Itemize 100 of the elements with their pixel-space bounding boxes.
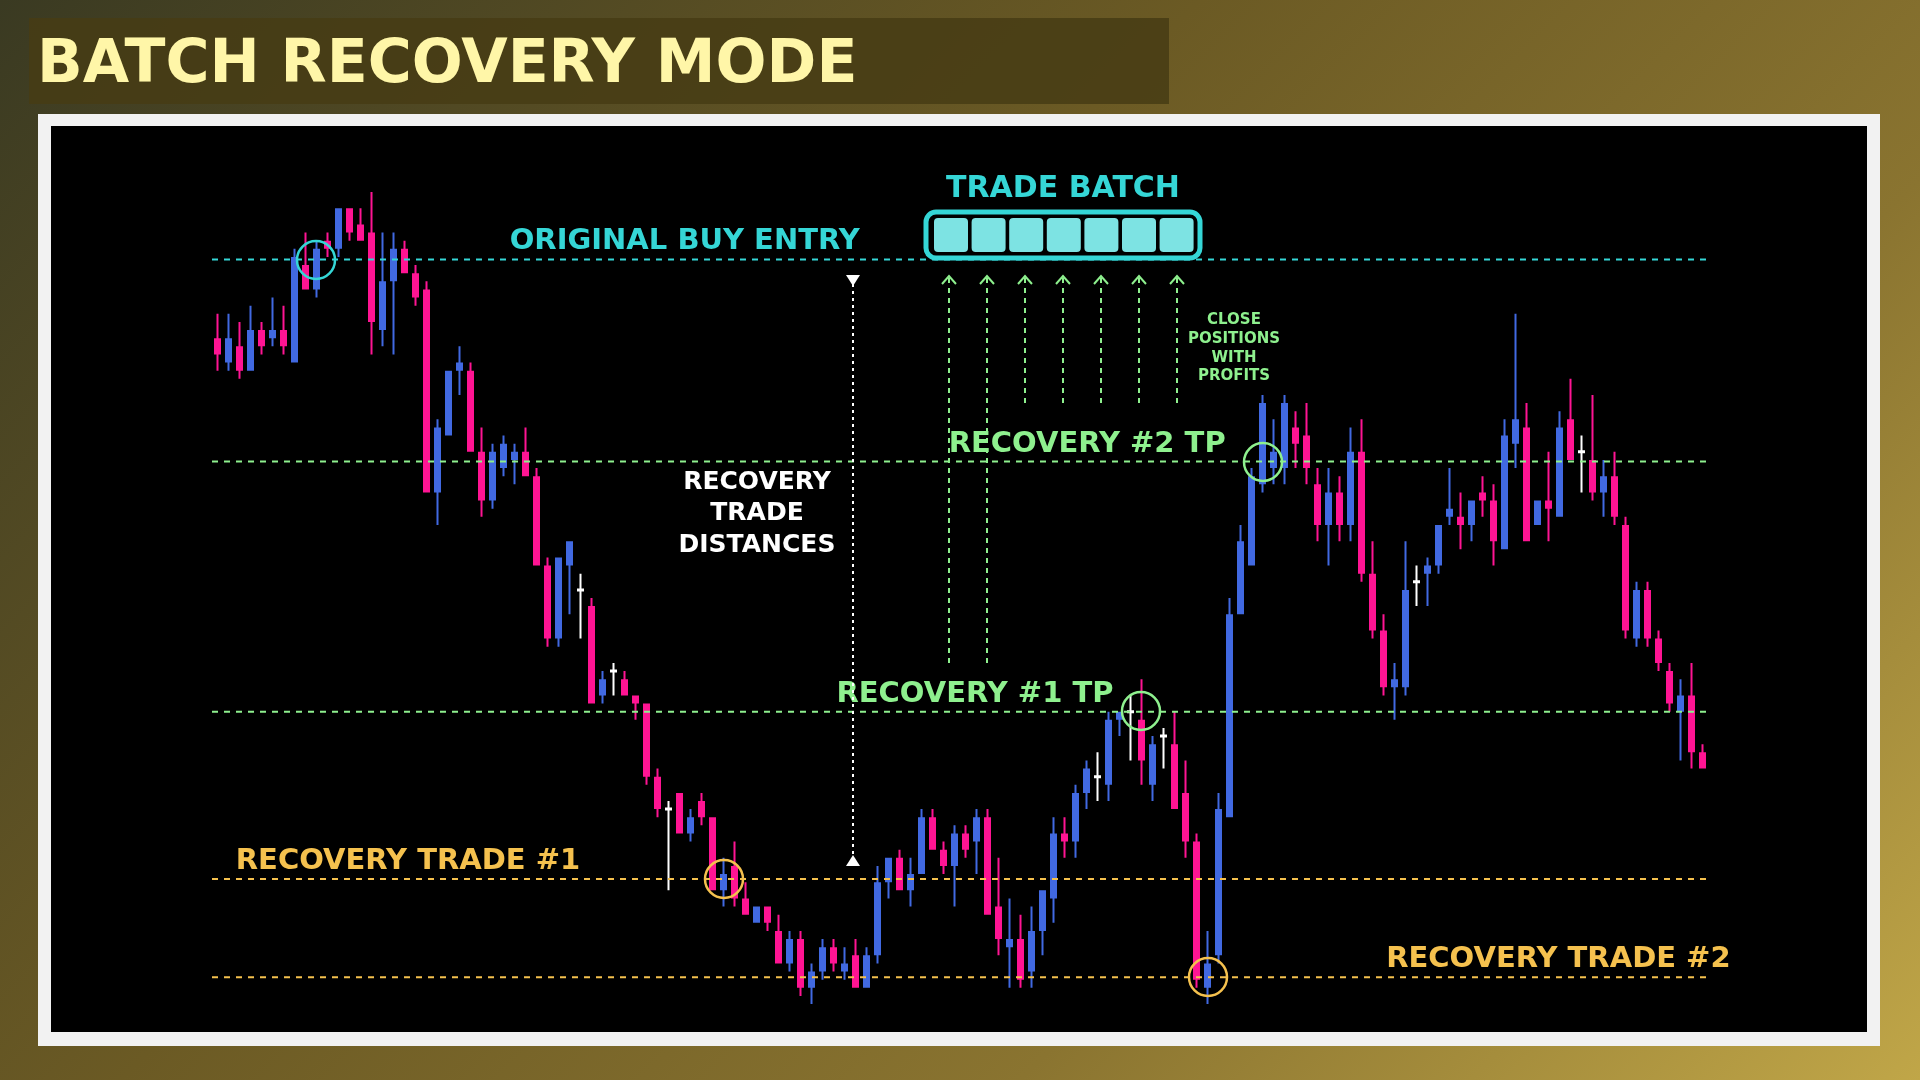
candlestick xyxy=(1644,581,1651,647)
candlestick xyxy=(401,240,408,274)
candlestick xyxy=(632,695,639,720)
candlestick xyxy=(1006,898,1013,988)
candlestick xyxy=(841,947,848,980)
candlestick xyxy=(1490,484,1497,566)
candlestick xyxy=(665,801,672,891)
candlestick xyxy=(1380,614,1387,696)
candlestick xyxy=(346,208,353,241)
candlestick xyxy=(1512,313,1519,469)
candlestick xyxy=(1655,630,1662,672)
candlestick xyxy=(269,297,276,347)
candlestick xyxy=(676,792,683,834)
candlestick xyxy=(918,809,925,875)
candlestick xyxy=(478,427,485,517)
candlestick xyxy=(786,930,793,972)
candlestick xyxy=(489,443,496,509)
candlestick xyxy=(621,671,628,696)
candlestick xyxy=(775,914,782,964)
ref-line-label: RECOVERY #1 TP xyxy=(836,674,1114,709)
annotation: CLOSE POSITIONS WITH PROFITS xyxy=(1186,309,1282,385)
candlestick xyxy=(1094,752,1101,801)
candlestick xyxy=(940,841,947,875)
candlestick xyxy=(1468,500,1475,542)
candlestick xyxy=(1556,411,1563,517)
candlestick xyxy=(1336,476,1343,542)
candlestick xyxy=(280,305,287,355)
candlestick xyxy=(1061,817,1068,858)
candlestick xyxy=(1677,679,1684,761)
candlestick xyxy=(258,321,265,355)
candlestick xyxy=(1028,906,1035,988)
candlestick xyxy=(225,313,232,371)
candlestick xyxy=(1391,662,1398,720)
candlestick xyxy=(995,857,1002,956)
candlestick xyxy=(1039,890,1046,956)
candlestick xyxy=(852,939,859,988)
candlestick xyxy=(467,362,474,452)
ref-line-label: RECOVERY TRADE #1 xyxy=(235,841,581,876)
candlestick xyxy=(1160,727,1167,769)
candlestick xyxy=(1347,427,1354,542)
candlestick xyxy=(247,305,254,371)
candlestick xyxy=(566,541,573,615)
candlestick xyxy=(1457,492,1464,550)
candlestick xyxy=(1193,833,1200,988)
candlestick xyxy=(808,963,815,1004)
candlestick xyxy=(610,662,617,696)
candlestick xyxy=(588,598,595,704)
candlestick xyxy=(368,192,375,355)
candlestick xyxy=(1523,403,1530,542)
candlestick xyxy=(907,857,914,907)
candlestick xyxy=(522,427,529,477)
candlestick xyxy=(753,906,760,923)
candlestick xyxy=(1237,524,1244,615)
candlestick xyxy=(1149,736,1156,801)
candlestick xyxy=(1413,565,1420,607)
candlestick xyxy=(1083,760,1090,810)
candlestick xyxy=(1369,541,1376,639)
ref-line-label: RECOVERY TRADE #2 xyxy=(1386,940,1731,975)
candlestick xyxy=(1314,468,1321,542)
candlestick xyxy=(379,232,386,347)
candlestick xyxy=(236,321,243,379)
candlestick xyxy=(1567,378,1574,460)
candlestick xyxy=(390,232,397,355)
candlestick xyxy=(1138,679,1145,785)
candlestick xyxy=(1446,468,1453,525)
candlestick xyxy=(1204,930,1211,1004)
candlestick xyxy=(764,906,771,931)
candlestick xyxy=(896,849,903,891)
candlestick xyxy=(1633,581,1640,647)
candlestick xyxy=(1105,711,1112,801)
candlestick xyxy=(357,208,364,241)
candlestick xyxy=(1424,557,1431,607)
candlestick xyxy=(830,939,837,972)
candlestick xyxy=(335,208,342,257)
candlestick xyxy=(643,703,650,785)
candlestick xyxy=(973,809,980,875)
candlestick xyxy=(1578,435,1585,493)
candlestick xyxy=(698,792,705,826)
candlestick xyxy=(599,671,606,704)
candlestick xyxy=(1017,914,1024,988)
candlestick xyxy=(313,240,320,298)
candlestick xyxy=(434,419,441,525)
candlestick xyxy=(1226,598,1233,818)
candlestick xyxy=(1622,516,1629,639)
ref-line-label: RECOVERY #2 TP xyxy=(948,424,1226,459)
candlestick xyxy=(709,817,716,891)
candlestick xyxy=(412,265,419,306)
candlestick xyxy=(863,947,870,988)
candlestick xyxy=(533,468,540,566)
candlestick xyxy=(1402,541,1409,696)
candlestick xyxy=(1358,419,1365,582)
candlestick xyxy=(1611,451,1618,525)
candlestick xyxy=(929,809,936,850)
candlestick xyxy=(1325,468,1332,566)
candlestick xyxy=(1534,500,1541,525)
candlestick xyxy=(1259,395,1266,493)
candlestick xyxy=(544,557,551,647)
candlestick xyxy=(720,857,727,907)
candlestick xyxy=(984,809,991,915)
candlestick xyxy=(445,370,452,436)
